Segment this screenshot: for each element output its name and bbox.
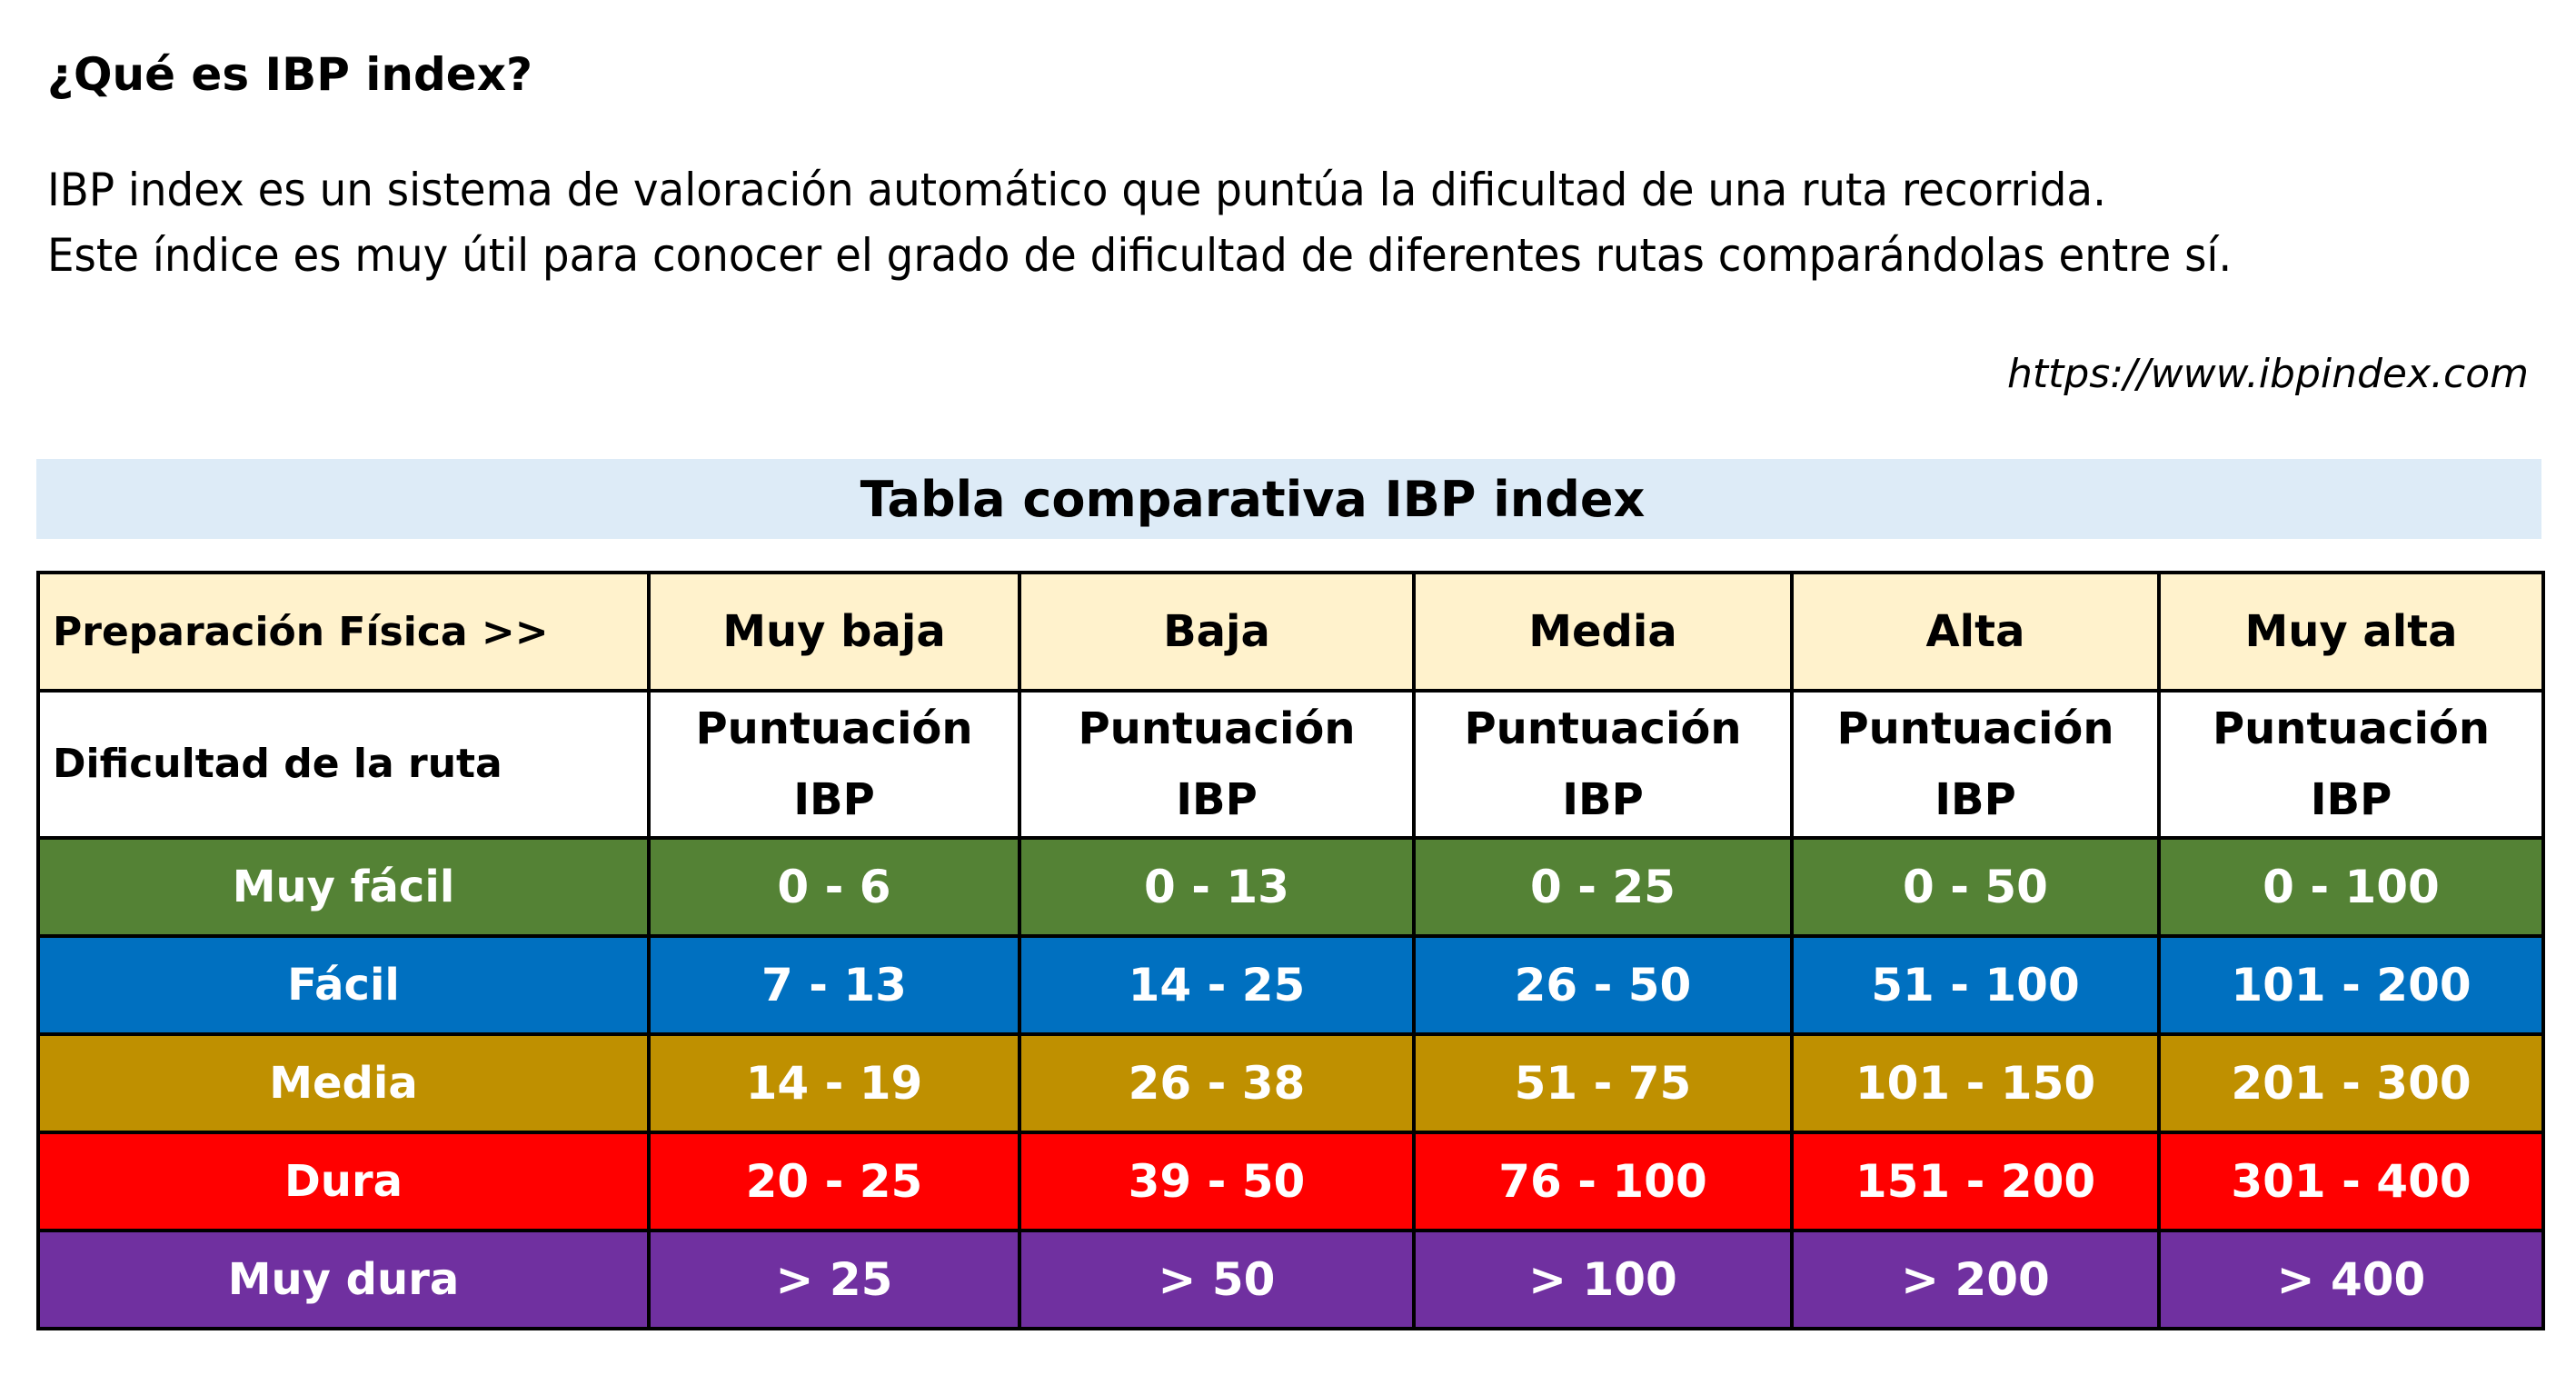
level-row-media: Media 14 - 19 26 - 38 51 - 75 101 - 150 …	[36, 1032, 2545, 1134]
score-header-line1: Puntuación	[1078, 703, 1356, 754]
score-cell: 14 - 25	[1018, 934, 1416, 1036]
score-cell: 7 - 13	[647, 934, 1021, 1036]
level-label: Fácil	[36, 934, 651, 1036]
score-cell: 51 - 75	[1412, 1032, 1794, 1134]
score-header-line2: IBP	[793, 774, 875, 825]
score-header-line2: IBP	[1934, 774, 2016, 825]
score-cell: 26 - 50	[1412, 934, 1794, 1036]
score-cell: 0 - 50	[1790, 836, 2161, 938]
score-header-line1: Puntuación	[695, 703, 973, 754]
score-cell: 201 - 300	[2157, 1032, 2545, 1134]
table-title: Tabla comparativa IBP index	[860, 470, 1646, 528]
score-header: Puntuación IBP	[1412, 689, 1794, 840]
score-cell: 101 - 200	[2157, 934, 2545, 1036]
level-label: Dura	[36, 1131, 651, 1232]
score-header-line1: Puntuación	[1836, 703, 2114, 754]
score-cell: 0 - 13	[1018, 836, 1416, 938]
level-label: Muy fácil	[36, 836, 651, 938]
page-heading: ¿Qué es IBP index?	[47, 48, 532, 101]
score-cell: > 50	[1018, 1229, 1416, 1330]
score-header: Puntuación IBP	[647, 689, 1021, 840]
score-header: Puntuación IBP	[1018, 689, 1416, 840]
level-row-facil: Fácil 7 - 13 14 - 25 26 - 50 51 - 100 10…	[36, 934, 2545, 1036]
score-cell: 26 - 38	[1018, 1032, 1416, 1134]
description-line-1: IBP index es un sistema de valoración au…	[47, 164, 2106, 216]
table-title-band: Tabla comparativa IBP index	[36, 459, 2541, 539]
level-row-muy-facil: Muy fácil 0 - 6 0 - 13 0 - 25 0 - 50 0 -…	[36, 836, 2545, 938]
score-cell: > 400	[2157, 1229, 2545, 1330]
physical-preparation-label: Preparación Física >>	[36, 571, 651, 693]
score-cell: > 100	[1412, 1229, 1794, 1330]
score-header: Puntuación IBP	[1790, 689, 2161, 840]
score-header: Puntuación IBP	[2157, 689, 2545, 840]
score-cell: 51 - 100	[1790, 934, 2161, 1036]
score-cell: 39 - 50	[1018, 1131, 1416, 1232]
score-cell: 0 - 6	[647, 836, 1021, 938]
difficulty-label: Dificultad de la ruta	[36, 689, 651, 840]
score-cell: 14 - 19	[647, 1032, 1021, 1134]
score-cell: > 25	[647, 1229, 1021, 1330]
score-cell: 76 - 100	[1412, 1131, 1794, 1232]
description-line-2: Este índice es muy útil para conocer el …	[47, 229, 2233, 282]
level-label: Muy dura	[36, 1229, 651, 1330]
score-cell: 301 - 400	[2157, 1131, 2545, 1232]
score-cell: 151 - 200	[1790, 1131, 2161, 1232]
score-cell: > 200	[1790, 1229, 2161, 1330]
prep-level-media: Media	[1412, 571, 1794, 693]
level-row-muy-dura: Muy dura > 25 > 50 > 100 > 200 > 400	[36, 1229, 2545, 1330]
level-label: Media	[36, 1032, 651, 1134]
score-header-line2: IBP	[1176, 774, 1258, 825]
score-cell: 0 - 25	[1412, 836, 1794, 938]
score-cell: 0 - 100	[2157, 836, 2545, 938]
level-row-dura: Dura 20 - 25 39 - 50 76 - 100 151 - 200 …	[36, 1131, 2545, 1232]
prep-level-muy-alta: Muy alta	[2157, 571, 2545, 693]
score-cell: 20 - 25	[647, 1131, 1021, 1232]
difficulty-header-row: Dificultad de la ruta Puntuación IBP Punt…	[36, 689, 2545, 840]
physical-preparation-row: Preparación Física >> Muy baja Baja Medi…	[36, 571, 2545, 693]
ibp-comparison-table: Preparación Física >> Muy baja Baja Medi…	[36, 571, 2545, 1330]
source-url: https://www.ibpindex.com	[2006, 351, 2529, 397]
description-paragraph: IBP index es un sistema de valoración au…	[47, 157, 2232, 288]
score-cell: 101 - 150	[1790, 1032, 2161, 1134]
score-header-line1: Puntuación	[2212, 703, 2491, 754]
score-header-line2: IBP	[1562, 774, 1644, 825]
score-header-line2: IBP	[2310, 774, 2392, 825]
prep-level-muy-baja: Muy baja	[647, 571, 1021, 693]
prep-level-alta: Alta	[1790, 571, 2161, 693]
score-header-line1: Puntuación	[1464, 703, 1742, 754]
prep-level-baja: Baja	[1018, 571, 1416, 693]
